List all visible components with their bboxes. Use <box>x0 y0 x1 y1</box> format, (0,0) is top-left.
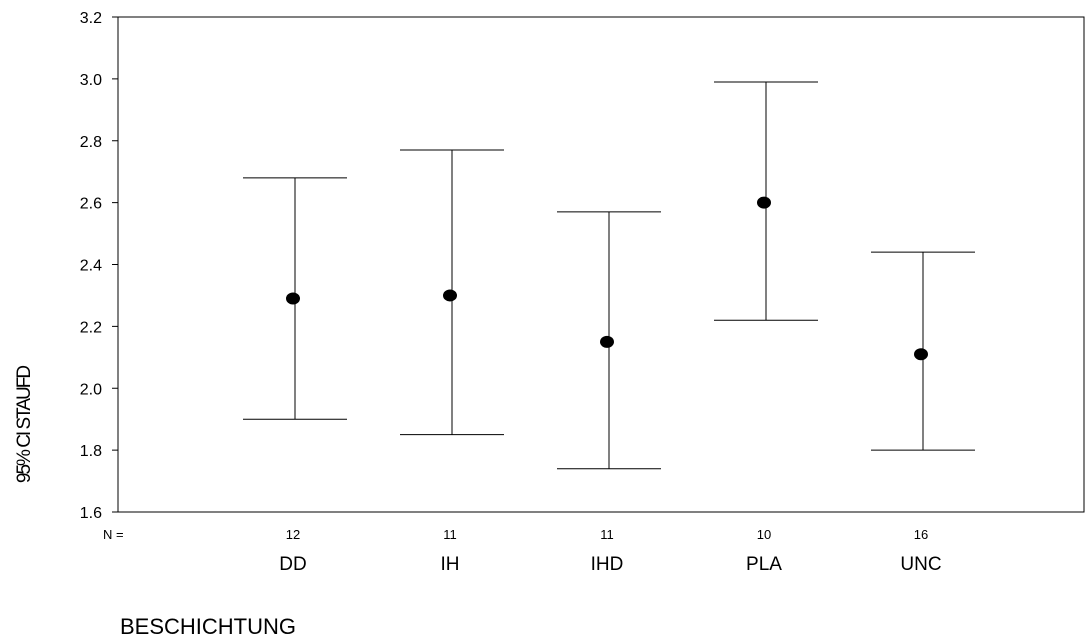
mean-point <box>757 196 771 209</box>
y-axis-label: 95% CI STAUFD <box>14 366 35 483</box>
n-value-label: 11 <box>443 527 457 542</box>
x-category-label: PLA <box>746 554 782 575</box>
y-tick-label: 2.8 <box>80 134 102 151</box>
y-tick-label: 2.0 <box>80 381 102 398</box>
error-bars <box>243 81 975 470</box>
y-tick-label: 3.2 <box>80 10 102 27</box>
x-axis-categories: DD IH IHD PLA UNC <box>279 554 941 575</box>
n-row-label: N = <box>103 527 124 542</box>
mean-point <box>914 348 928 361</box>
y-tick-label: 2.6 <box>80 196 102 213</box>
y-tick-label: 1.8 <box>80 443 102 460</box>
x-category-label: DD <box>279 554 306 575</box>
x-category-label: IH <box>441 554 460 575</box>
n-value-label: 16 <box>914 527 928 542</box>
sample-size-row: N = 12 11 11 10 16 <box>103 527 928 542</box>
n-value-label: 11 <box>600 527 614 542</box>
plot-frame <box>117 16 1085 513</box>
x-axis-label: BESCHICHTUNG <box>120 614 296 637</box>
n-value-label: 10 <box>757 527 771 542</box>
mean-point <box>443 289 457 302</box>
x-category-label: UNC <box>900 554 941 575</box>
y-tick-label: 1.6 <box>80 505 102 522</box>
mean-point <box>286 292 300 305</box>
y-axis-ticks: 1.6 1.8 2.0 2.2 2.4 2.6 2.8 3.0 3.2 <box>80 10 118 522</box>
n-value-label: 12 <box>286 527 300 542</box>
mean-point <box>600 335 614 348</box>
y-tick-label: 3.0 <box>80 72 102 89</box>
x-category-label: IHD <box>591 554 624 575</box>
y-tick-label: 2.4 <box>80 258 102 275</box>
y-tick-label: 2.2 <box>80 319 102 336</box>
